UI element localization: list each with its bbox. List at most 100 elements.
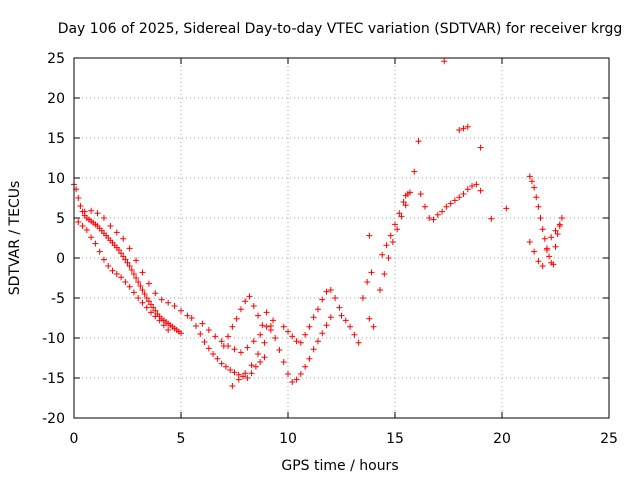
data-point (285, 328, 291, 335)
data-point (139, 287, 146, 293)
data-point (218, 360, 225, 367)
data-point (535, 258, 542, 265)
data-point (366, 232, 373, 239)
data-point (158, 296, 165, 303)
data-point (387, 232, 394, 239)
data-point (145, 280, 152, 287)
data-point (377, 287, 384, 293)
data-point (323, 288, 330, 295)
data-point (79, 223, 86, 229)
data-point (355, 339, 362, 346)
data-point (113, 271, 120, 277)
data-point (554, 231, 561, 237)
data-point (178, 330, 184, 337)
x-tick-label: 10 (279, 431, 297, 447)
data-point (263, 309, 270, 316)
data-point (231, 369, 238, 376)
data-point (150, 304, 157, 311)
data-point (385, 255, 392, 261)
data-point (88, 234, 95, 241)
data-point (257, 331, 264, 338)
axis-ticks (73, 57, 610, 419)
data-points (71, 58, 565, 389)
data-point (332, 295, 339, 301)
series-late-afternoon (338, 269, 375, 346)
data-point (75, 219, 82, 225)
data-point (109, 267, 116, 274)
data-point (443, 203, 450, 210)
data-point (336, 304, 343, 311)
data-point (306, 355, 313, 362)
y-tick-label: 25 (47, 51, 65, 67)
data-point (135, 295, 142, 301)
data-point (229, 383, 236, 389)
data-point (237, 306, 244, 313)
data-point (327, 287, 334, 293)
data-point (306, 323, 313, 330)
data-point (96, 248, 103, 255)
data-point (246, 293, 253, 300)
x-axis-label: GPS time / hours (281, 458, 398, 474)
data-point (75, 195, 82, 201)
data-point (120, 235, 127, 242)
series-evening-rise-lower (379, 191, 411, 258)
data-point (477, 144, 484, 151)
data-point (411, 168, 418, 175)
data-point (531, 248, 538, 255)
series-midday-trough-B (199, 317, 277, 356)
data-point (83, 227, 90, 233)
series-second-trough (267, 314, 334, 385)
data-point (460, 125, 467, 132)
data-point (126, 245, 133, 252)
data-point (118, 250, 125, 257)
data-point (171, 303, 178, 309)
data-point (100, 256, 107, 263)
data-point (447, 200, 454, 207)
data-point (94, 210, 101, 217)
y-tick-label: -20 (42, 411, 65, 427)
data-point (248, 362, 255, 369)
data-point (178, 307, 184, 314)
data-point (426, 215, 433, 221)
data-point (242, 370, 249, 377)
data-point (415, 138, 422, 145)
series-early-decline-upper (81, 207, 191, 319)
data-point (152, 313, 159, 320)
series-outliers (366, 58, 510, 330)
data-point (477, 187, 484, 194)
data-point (539, 263, 546, 269)
data-point (394, 226, 401, 233)
data-point (137, 283, 144, 289)
data-point (370, 323, 377, 330)
data-point (201, 339, 208, 345)
data-point (118, 274, 125, 281)
data-point (199, 320, 206, 327)
data-point (383, 242, 390, 249)
data-point (327, 314, 334, 321)
data-point (270, 317, 277, 324)
data-point (441, 58, 448, 65)
data-point (92, 240, 99, 247)
data-point (379, 251, 386, 258)
data-point (192, 323, 199, 329)
data-point (469, 183, 476, 189)
data-point (558, 215, 565, 221)
data-point (250, 303, 257, 309)
data-point (212, 333, 219, 340)
y-tick-label: 5 (56, 211, 65, 227)
data-point (456, 194, 463, 201)
data-point (133, 275, 140, 281)
data-point (276, 347, 283, 353)
y-tick-labels: -20 -15 -10 -5 0 5 10 15 20 25 (42, 51, 65, 427)
data-point (237, 349, 244, 356)
data-point (229, 323, 236, 330)
data-point (222, 363, 229, 370)
x-tick-label: 5 (177, 431, 186, 447)
data-point (302, 331, 309, 338)
data-point (359, 295, 366, 301)
data-point (503, 205, 510, 212)
data-point (546, 253, 553, 260)
data-point (381, 271, 388, 277)
data-point (366, 315, 373, 322)
data-point (263, 323, 270, 330)
